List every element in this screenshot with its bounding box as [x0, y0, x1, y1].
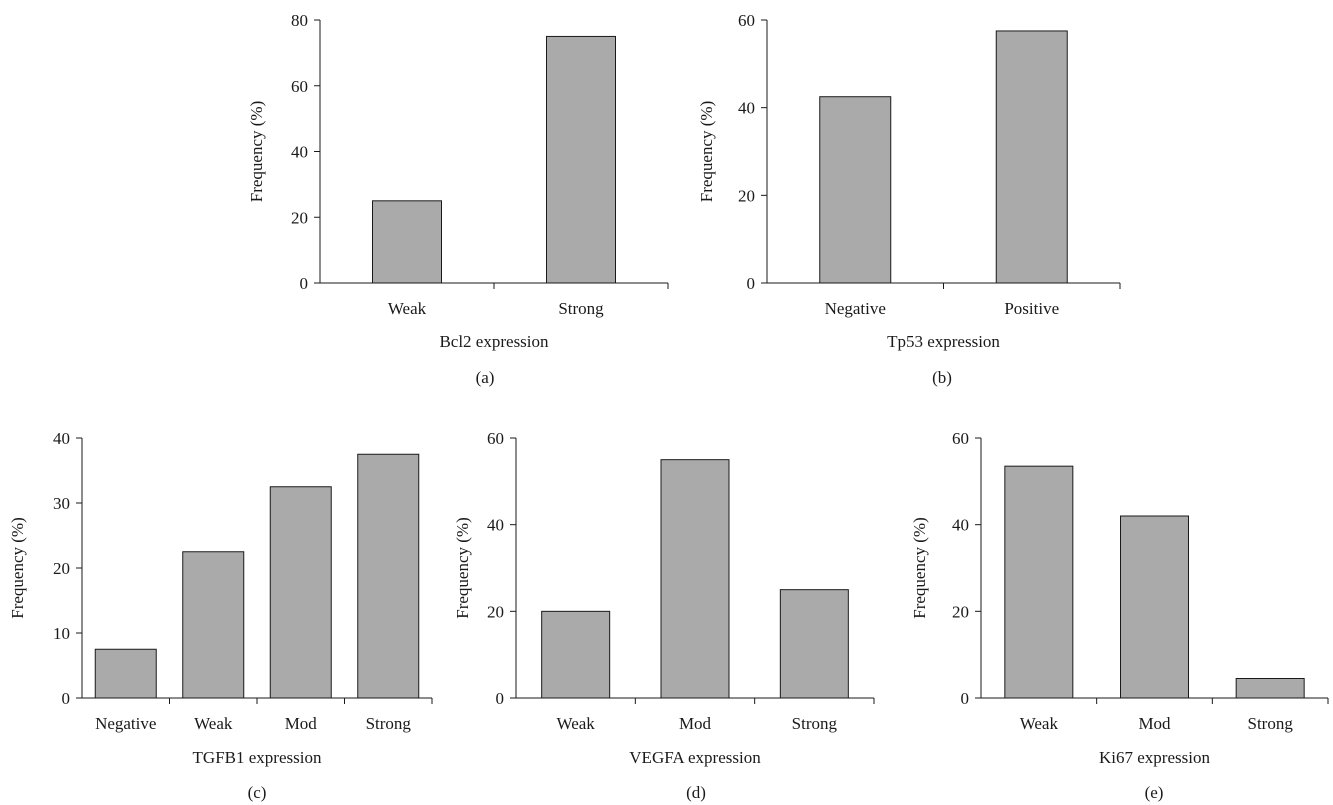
bar-positive	[995, 30, 1068, 284]
chart-panel-4: 0 20 40 60 Weak Mod Strong Ki67 expression Frequ…	[910, 429, 1329, 802]
bar-negative	[94, 648, 157, 699]
y-tick-label: 60	[738, 11, 755, 30]
x-axis-title: TGFB1 expression	[193, 748, 322, 767]
panel-label: (c)	[248, 783, 267, 802]
y-axis-title: Frequency (%)	[8, 517, 27, 619]
x-tick-label: Strong	[366, 714, 412, 733]
x-tick-label: Weak	[194, 714, 233, 733]
bar-strong	[357, 453, 420, 699]
x-tick-label: Weak	[557, 714, 596, 733]
y-axis-title: Frequency (%)	[453, 517, 472, 619]
y-tick-label: 80	[291, 11, 308, 30]
x-tick-label: Strong	[792, 714, 838, 733]
y-tick-label: 0	[300, 274, 309, 293]
y-tick-label: 40	[291, 143, 308, 162]
y-tick-label: 0	[62, 689, 71, 708]
x-axis-title: Tp53 expression	[887, 332, 1000, 351]
y-tick-label: 40	[53, 429, 70, 448]
y-axis-title: Frequency (%)	[247, 101, 266, 203]
y-tick-label: 40	[952, 516, 969, 535]
y-tick-label: 20	[952, 602, 969, 621]
y-tick-label: 40	[738, 99, 755, 118]
bar-strong	[1235, 678, 1305, 699]
bar-mod	[269, 486, 332, 699]
y-axis-title: Frequency (%)	[697, 101, 716, 203]
panel-label: (d)	[686, 783, 706, 802]
panel-label: (e)	[1145, 783, 1164, 802]
y-axis-title: Frequency (%)	[910, 517, 929, 619]
x-tick-label: Mod	[285, 714, 318, 733]
x-tick-label: Negative	[95, 714, 156, 733]
x-axis-title: Bcl2 expression	[439, 332, 549, 351]
y-tick-label: 30	[53, 494, 70, 513]
y-tick-label: 60	[952, 429, 969, 448]
y-tick-label: 40	[487, 516, 504, 535]
x-tick-label: Strong	[558, 299, 604, 318]
x-tick-label: Positive	[1004, 299, 1059, 318]
y-tick-label: 20	[738, 186, 755, 205]
y-tick-label: 0	[496, 689, 505, 708]
panel-label: (b)	[932, 368, 952, 387]
y-tick-label: 20	[487, 602, 504, 621]
y-tick-label: 20	[53, 559, 70, 578]
x-tick-label: Strong	[1247, 714, 1293, 733]
bar-weak	[1004, 465, 1074, 699]
bar-weak	[372, 200, 442, 284]
x-tick-label: Weak	[1020, 714, 1059, 733]
y-tick-label: 60	[487, 429, 504, 448]
bar-weak	[182, 551, 245, 699]
bar-mod	[660, 459, 730, 699]
y-tick-label: 60	[291, 77, 308, 96]
panel-label: (a)	[476, 368, 495, 387]
x-axis-title: Ki67 expression	[1099, 748, 1210, 767]
bar-negative	[819, 96, 892, 284]
bar-strong	[546, 35, 616, 284]
bar-mod	[1120, 515, 1189, 699]
chart-panel-0: 0 20 40 60 80 Weak Strong Bcl2 expression Freque…	[247, 11, 669, 387]
x-tick-label: Negative	[825, 299, 886, 318]
x-tick-label: Weak	[388, 299, 427, 318]
x-axis-title: VEGFA expression	[629, 748, 761, 767]
x-tick-label: Mod	[1138, 714, 1171, 733]
x-tick-label: Mod	[679, 714, 712, 733]
y-tick-label: 20	[291, 208, 308, 227]
y-tick-label: 10	[53, 624, 70, 643]
bar-strong	[779, 589, 849, 699]
bar-weak	[541, 610, 611, 699]
chart-panel-3: 0 20 40 60 Weak Mod Strong VEGFA expression Freq…	[453, 429, 875, 802]
y-tick-label: 0	[961, 689, 970, 708]
chart-panel-2: 0 10 20 30 40 Negative Weak Mod Strong TGFB1 expr…	[8, 429, 433, 802]
y-tick-label: 0	[747, 274, 756, 293]
